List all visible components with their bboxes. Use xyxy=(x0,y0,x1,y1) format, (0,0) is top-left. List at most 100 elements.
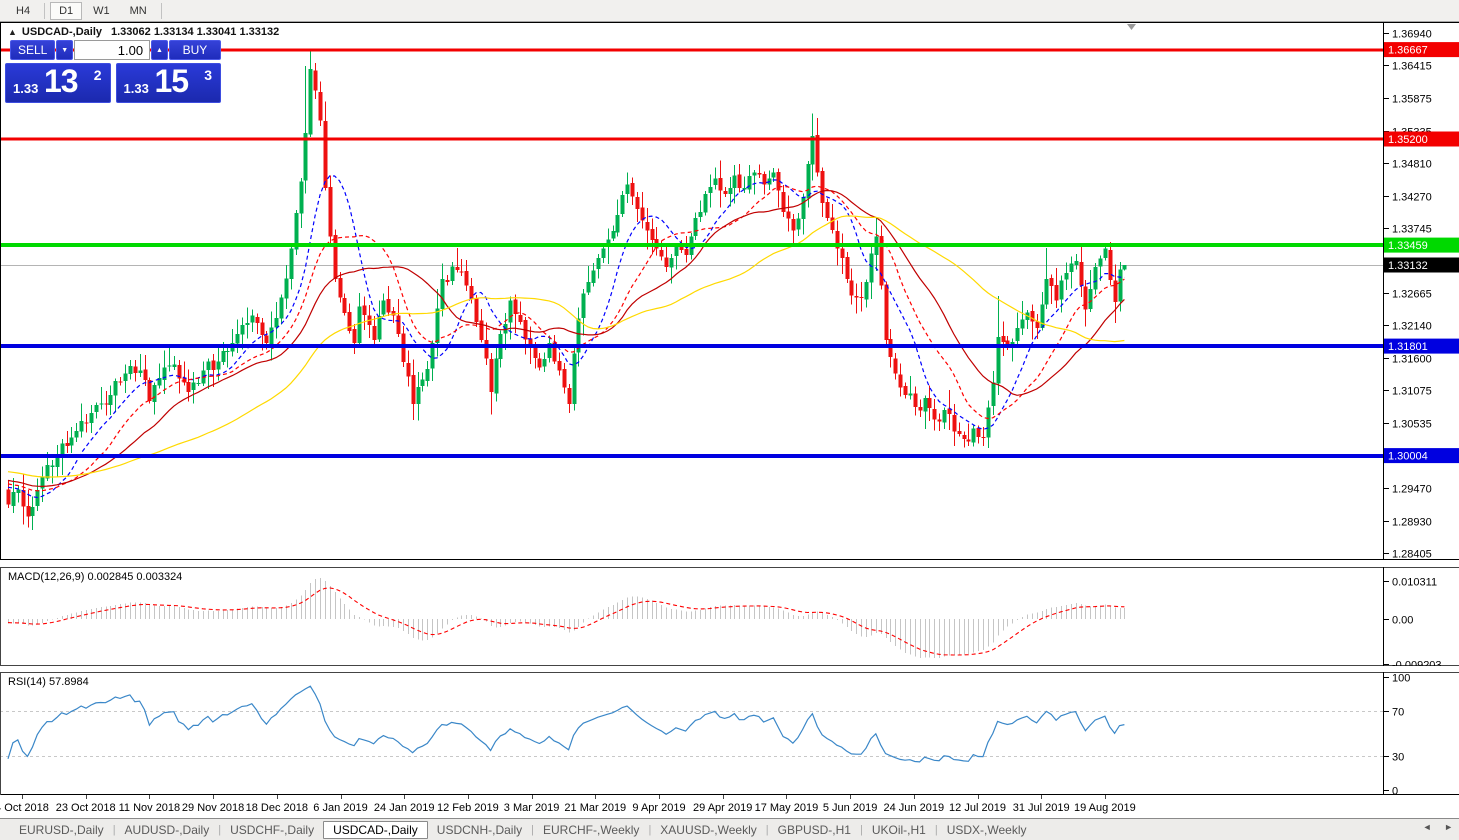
chart-shift-marker-icon[interactable] xyxy=(1127,24,1136,30)
chart-tab[interactable]: EURCHF-,Weekly xyxy=(542,822,640,837)
time-axis[interactable]: 4 Oct 2018 23 Oct 2018 11 Nov 2018 29 Nov 2… xyxy=(0,795,1459,818)
svg-text:1.31801: 1.31801 xyxy=(1388,341,1428,353)
scroll-left-icon[interactable]: ◄ xyxy=(1422,822,1432,832)
chart-tab[interactable]: UKOil-,H1 xyxy=(871,822,926,837)
time-tick xyxy=(722,795,724,799)
price-chart-panel[interactable]: ▲ USDCAD-,Daily 1.33062 1.33134 1.33041 1.… xyxy=(0,22,1459,560)
chart-tab[interactable]: USDCHF-,Daily xyxy=(230,822,315,837)
arrow-up-icon: ▲ xyxy=(155,46,163,54)
rsi-levels xyxy=(0,711,1383,757)
date-label: 31 Jul 2019 xyxy=(1012,802,1070,814)
moving-average-lines xyxy=(7,175,1125,499)
date-label: 17 May 2019 xyxy=(754,802,819,814)
buy-price-prefix: 1.33 xyxy=(123,81,149,96)
date-label: 9 Apr 2019 xyxy=(632,802,686,814)
sell-button[interactable]: SELL xyxy=(10,40,56,60)
date-label: 11 Nov 2018 xyxy=(118,802,181,814)
macd-signal-line xyxy=(7,587,1125,656)
date-label: 5 Jun 2019 xyxy=(822,802,878,814)
toolbar-separator xyxy=(160,2,162,19)
price-badge: 1.36667 xyxy=(1384,42,1459,58)
price-badge: 1.33132 xyxy=(1384,257,1459,273)
macd-values: 0.002845 0.003324 xyxy=(87,571,183,583)
chart-tab[interactable]: USDX-,Weekly xyxy=(946,822,1027,837)
timeframe-button-w1[interactable]: W1 xyxy=(93,4,110,17)
volume-decrease-button[interactable]: ▼ xyxy=(56,40,74,60)
date-label: 29 Apr 2019 xyxy=(693,802,753,814)
tab-separator: | xyxy=(531,823,534,836)
svg-text:1.28405: 1.28405 xyxy=(1392,548,1432,560)
horizontal-lines[interactable] xyxy=(0,48,1383,458)
date-label: 18 Dec 2018 xyxy=(245,802,308,814)
svg-text:100: 100 xyxy=(1392,672,1410,684)
svg-text:0: 0 xyxy=(1392,785,1398,795)
chart-tab[interactable]: EURUSD-,Daily xyxy=(19,822,104,837)
collapse-icon[interactable]: ▲ xyxy=(8,27,17,37)
price-badge: 1.30004 xyxy=(1384,448,1459,464)
svg-text:1.36415: 1.36415 xyxy=(1392,60,1432,72)
chart-tab[interactable]: AUDUSD-,Daily xyxy=(124,822,210,837)
buy-button[interactable]: BUY xyxy=(168,40,222,60)
price-chart-svg: 1.369401.364151.358751.353351.348101.342… xyxy=(0,22,1459,560)
volume-increase-button[interactable]: ▲ xyxy=(151,40,168,60)
rsi-value: 57.8984 xyxy=(48,676,89,688)
chart-tab[interactable]: XAUUSD-,Weekly xyxy=(660,822,757,837)
buy-price-big: 15 xyxy=(154,63,190,99)
chart-tab[interactable]: GBPUSD-,H1 xyxy=(777,822,851,837)
toolbar-separator xyxy=(44,2,46,19)
date-label: 21 Mar 2019 xyxy=(564,802,627,814)
svg-text:1.33132: 1.33132 xyxy=(1388,260,1428,272)
time-tick xyxy=(531,795,533,799)
chart-tab[interactable]: USDCNH-,Daily xyxy=(436,822,523,837)
time-tick xyxy=(22,795,23,799)
chart-borders xyxy=(0,22,1459,560)
rsi-line xyxy=(7,685,1125,763)
date-label: 29 Nov 2018 xyxy=(181,802,245,814)
svg-text:1.33459: 1.33459 xyxy=(1388,240,1428,252)
scroll-right-icon[interactable]: ► xyxy=(1444,822,1453,832)
timeframe-button-h4[interactable]: H4 xyxy=(16,4,31,17)
date-label: 24 Jan 2019 xyxy=(373,802,435,814)
svg-text:1.31075: 1.31075 xyxy=(1392,385,1432,397)
time-tick xyxy=(659,795,660,799)
macd-borders xyxy=(0,567,1459,666)
svg-text:1.32665: 1.32665 xyxy=(1392,288,1432,300)
time-tick xyxy=(786,795,788,799)
date-label: 12 Jul 2019 xyxy=(949,802,1006,814)
buy-quote[interactable]: 1.33 15 3 xyxy=(115,63,221,103)
svg-text:1.32140: 1.32140 xyxy=(1392,320,1432,332)
svg-text:1.36940: 1.36940 xyxy=(1392,28,1432,40)
rsi-panel[interactable]: RSI(14) 57.8984 100 70 30 0 xyxy=(0,672,1459,797)
tab-separator: | xyxy=(112,823,116,836)
date-label: 12 Feb 2019 xyxy=(437,802,499,814)
svg-text:1.31600: 1.31600 xyxy=(1392,353,1432,365)
svg-text:1.30535: 1.30535 xyxy=(1392,418,1432,430)
svg-text:1.28930: 1.28930 xyxy=(1392,516,1432,528)
svg-text:-0.009203: -0.009203 xyxy=(1392,659,1442,666)
timeframe-button-d1[interactable]: D1 xyxy=(50,1,83,20)
price-chart-plot[interactable]: 1.369401.364151.358751.353351.348101.342… xyxy=(0,22,1459,565)
price-badge: 1.31801 xyxy=(1384,338,1459,354)
macd-panel[interactable]: MACD(12,26,9) 0.002845 0.003324 0.010311… xyxy=(0,567,1459,671)
macd-plot[interactable]: 0.010311 0.00 -0.009203 xyxy=(0,567,1459,671)
svg-text:1.34270: 1.34270 xyxy=(1392,191,1432,203)
price-axis[interactable]: 1.369401.364151.358751.353351.348101.342… xyxy=(1383,28,1459,560)
svg-text:0.010311: 0.010311 xyxy=(1392,576,1437,588)
chart-ohlc: 1.33062 1.33134 1.33041 1.33132 xyxy=(111,26,280,38)
timeframe-button-mn[interactable]: MN xyxy=(129,4,147,17)
chart-tab-bar: EURUSD-,Daily | AUDUSD-,Daily | USDCHF-,Dail… xyxy=(0,818,1459,840)
date-label: 4 Oct 2018 xyxy=(0,802,49,814)
rsi-plot[interactable]: 100 70 30 0 xyxy=(0,672,1459,800)
time-tick xyxy=(1104,795,1106,799)
one-click-trade-panel: SELL ▼ ▲ BUY 1.33 13 2 1.33 15 3 xyxy=(5,40,222,103)
svg-text:70: 70 xyxy=(1392,706,1404,718)
time-tick xyxy=(467,795,469,799)
volume-input[interactable] xyxy=(74,40,151,60)
sell-quote[interactable]: 1.33 13 2 xyxy=(5,63,111,103)
tab-separator: | xyxy=(934,823,938,836)
price-badge: 1.33459 xyxy=(1384,237,1459,253)
chart-tab-active[interactable]: USDCAD-,Daily xyxy=(323,820,428,839)
time-tick xyxy=(404,795,406,799)
time-tick xyxy=(149,795,151,799)
svg-text:0.00: 0.00 xyxy=(1392,614,1413,626)
